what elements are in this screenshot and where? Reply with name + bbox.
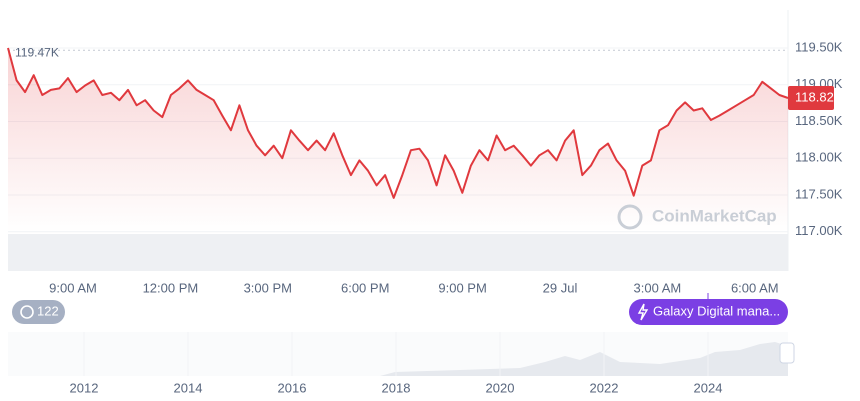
y-tick-label: 117.50K bbox=[795, 186, 843, 201]
y-tick-label: 117.00K bbox=[795, 223, 843, 238]
x-tick-label: 9:00 PM bbox=[438, 280, 486, 295]
y-tick-label: 118.00K bbox=[795, 150, 843, 165]
x-tick-label: 3:00 AM bbox=[634, 280, 682, 295]
high-label: 119.47K bbox=[15, 45, 59, 59]
year-label: 2020 bbox=[486, 380, 515, 395]
news-badge[interactable] bbox=[629, 299, 788, 325]
x-tick-label: 29 Jul bbox=[543, 280, 578, 295]
bolt-icon bbox=[637, 303, 649, 321]
x-tick-label: 3:00 PM bbox=[244, 280, 292, 295]
current-label: 118.82K bbox=[795, 89, 843, 104]
year-label: 2012 bbox=[70, 380, 99, 395]
volume-band bbox=[8, 234, 788, 271]
current-tag bbox=[788, 85, 834, 110]
price-line bbox=[7, 47, 789, 199]
year-label: 2022 bbox=[590, 380, 619, 395]
x-tick-label: 12:00 PM bbox=[143, 280, 199, 295]
watermark-logo bbox=[617, 204, 643, 230]
news-text[interactable]: Galaxy Digital mana... bbox=[653, 303, 780, 318]
x-tick-label: 6:00 AM bbox=[731, 280, 779, 295]
year-label: 2018 bbox=[382, 380, 411, 395]
history-count[interactable]: 122 bbox=[37, 303, 59, 318]
watermark: CoinMarketCap bbox=[652, 206, 777, 225]
year-label: 2024 bbox=[694, 380, 723, 395]
year-label: 2016 bbox=[278, 380, 307, 395]
x-tick-label: 6:00 PM bbox=[341, 280, 389, 295]
x-tick-label: 9:00 AM bbox=[49, 280, 97, 295]
year-label: 2014 bbox=[174, 380, 203, 395]
area bbox=[8, 48, 788, 232]
overview-handle[interactable] bbox=[779, 342, 795, 364]
y-tick-label: 118.50K bbox=[795, 113, 843, 128]
overview-shape bbox=[8, 342, 788, 376]
y-tick-label: 119.50K bbox=[795, 39, 843, 54]
history-icon bbox=[20, 305, 34, 319]
